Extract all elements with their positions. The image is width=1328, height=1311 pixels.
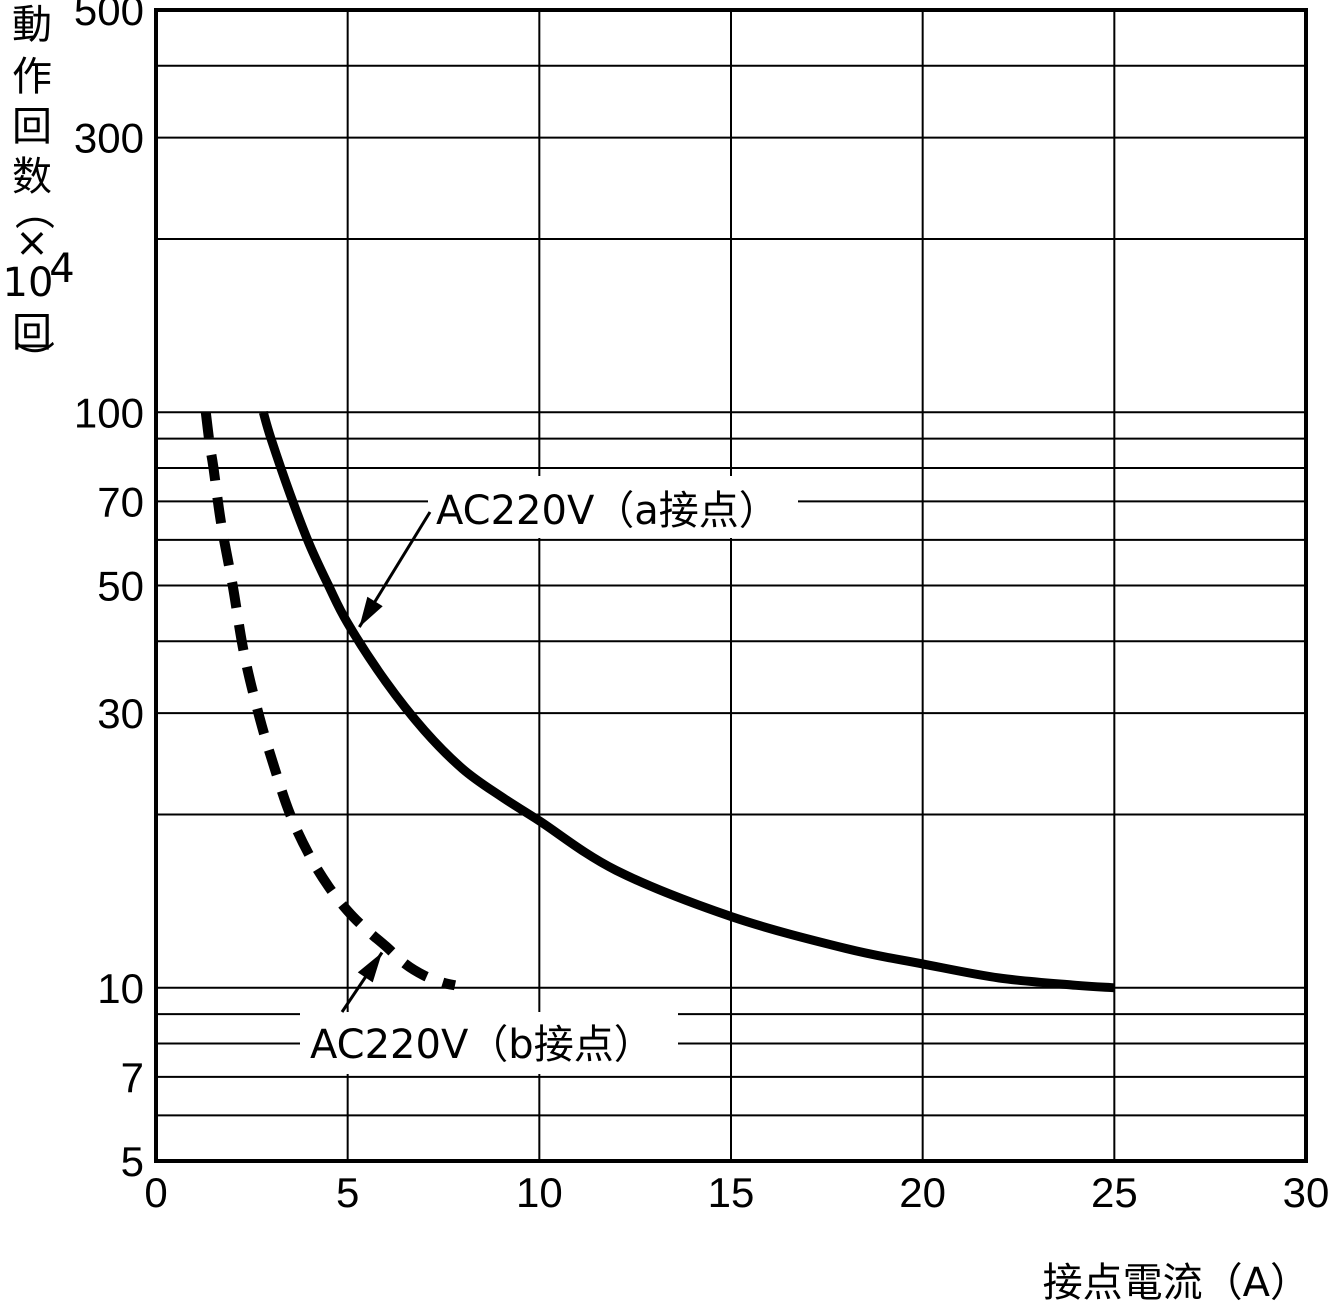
annotation-layer: AC220V（a接点） AC220V（b接点） xyxy=(300,476,798,1074)
y-tick-label: 300 xyxy=(74,115,144,162)
series-line-a-contact xyxy=(258,410,1115,993)
y-axis-label-char: （ xyxy=(10,190,56,230)
series-line-b-contact xyxy=(200,411,457,991)
annotation-a-arrowhead xyxy=(359,596,383,628)
y-tick-label: 10 xyxy=(97,965,144,1012)
x-tick-label: 5 xyxy=(336,1169,359,1216)
annotation-b-label: AC220V（b接点） xyxy=(310,1022,654,1068)
y-axis-label-char: × xyxy=(15,220,49,266)
y-tick-label: 5 xyxy=(121,1138,144,1185)
x-tick-label: 15 xyxy=(708,1169,755,1216)
y-axis-label-char: 動 xyxy=(12,2,52,48)
y-tick-label: 50 xyxy=(97,563,144,610)
series-layer xyxy=(200,410,1115,993)
x-tick-label: 10 xyxy=(516,1169,563,1216)
plot-frame xyxy=(154,8,1308,1163)
y-tick-label: 100 xyxy=(74,389,144,436)
y-tick-label: 7 xyxy=(121,1054,144,1101)
x-tick-label: 30 xyxy=(1283,1169,1328,1216)
y-axis-label-char: 作 xyxy=(12,54,52,100)
y-tick-label: 500 xyxy=(74,0,144,34)
y-axis-label-char: 10 xyxy=(3,260,54,306)
annotation-b-arrowhead xyxy=(357,952,382,983)
annotation-a-label: AC220V（a接点） xyxy=(436,488,779,534)
x-tick-label: 20 xyxy=(899,1169,946,1216)
y-tick-label: 30 xyxy=(97,690,144,737)
y-axis-label-superscript: 4 xyxy=(49,246,74,292)
grid-layer xyxy=(154,8,1308,1163)
x-tick-label: 25 xyxy=(1091,1169,1138,1216)
y-axis-label-char: 回 xyxy=(12,310,52,356)
y-axis-label-char: 数 xyxy=(12,154,52,200)
y-tick-label: 70 xyxy=(97,478,144,525)
annotation-a-background xyxy=(428,476,798,538)
y-axis-label-char: 回 xyxy=(12,104,52,150)
y-axis-label-char: ） xyxy=(10,340,56,380)
annotation-b-background xyxy=(300,1012,678,1074)
x-axis-label: 接点電流（A） xyxy=(1043,1260,1310,1306)
x-tick-label: 0 xyxy=(144,1169,167,1216)
